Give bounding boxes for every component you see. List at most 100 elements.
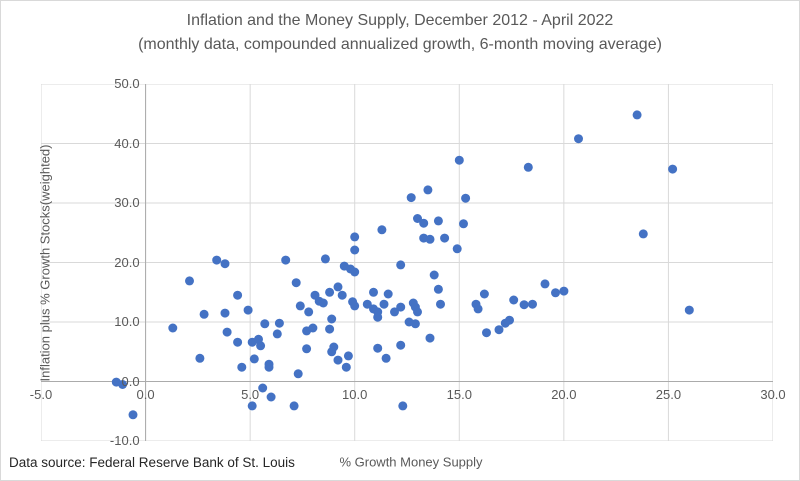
y-tick-label: 40.0 <box>114 135 140 151</box>
data-point <box>459 219 468 229</box>
data-point <box>291 278 301 288</box>
data-point <box>254 334 263 344</box>
data-point <box>551 288 560 298</box>
data-point <box>505 315 514 325</box>
data-point <box>429 270 439 280</box>
data-point <box>413 214 422 223</box>
data-point <box>406 193 416 203</box>
data-point <box>528 299 537 309</box>
data-point <box>509 295 519 305</box>
data-point <box>325 324 335 334</box>
y-tick-label: -10.0 <box>109 433 140 448</box>
data-point <box>377 225 387 235</box>
data-point <box>350 232 360 242</box>
data-point <box>452 244 462 254</box>
data-point <box>519 300 529 310</box>
data-point <box>308 323 318 333</box>
data-point <box>333 355 343 365</box>
data-point <box>168 323 178 333</box>
data-point <box>264 362 274 372</box>
data-source-note: Data source: Federal Reserve Bank of St.… <box>9 455 295 470</box>
data-point <box>373 343 383 353</box>
data-point <box>440 233 450 243</box>
data-point <box>454 155 464 165</box>
data-point <box>266 392 276 402</box>
x-tick-label: 10.0 <box>342 386 368 402</box>
data-point <box>343 351 353 361</box>
data-point <box>638 229 648 239</box>
data-point <box>329 342 339 352</box>
data-point <box>425 333 435 343</box>
data-point <box>233 337 243 347</box>
x-tick-label: 5.0 <box>241 386 260 402</box>
data-point <box>350 245 360 255</box>
data-point <box>559 286 569 296</box>
data-point <box>461 193 471 203</box>
data-point <box>128 410 138 420</box>
data-point <box>523 162 533 172</box>
x-tick-label: 30.0 <box>760 386 786 402</box>
y-tick-label: 20.0 <box>114 254 140 270</box>
data-point <box>425 234 435 244</box>
data-point <box>233 290 243 300</box>
data-point <box>295 301 305 311</box>
data-point <box>258 383 268 393</box>
data-point <box>433 284 443 294</box>
data-point <box>396 340 406 350</box>
data-point <box>199 309 209 319</box>
data-point <box>320 254 330 264</box>
scatter-plot-canvas <box>40 83 774 442</box>
data-point <box>684 305 694 315</box>
data-point <box>220 308 230 318</box>
data-point <box>540 279 550 289</box>
x-tick-label: 20.0 <box>551 386 577 402</box>
data-point <box>333 282 343 292</box>
data-point <box>494 325 504 335</box>
data-point <box>212 255 222 265</box>
data-point <box>281 255 291 265</box>
data-point <box>272 329 282 339</box>
y-tick-label: 0.0 <box>121 373 140 389</box>
data-point <box>383 289 393 299</box>
data-point <box>341 362 351 372</box>
chart-subtitle: (monthly data, compounded annualized gro… <box>138 36 662 53</box>
data-point <box>574 134 583 144</box>
data-point <box>668 164 678 174</box>
data-point <box>433 216 443 226</box>
data-point <box>247 401 257 411</box>
data-point <box>318 298 328 308</box>
data-point <box>195 353 205 363</box>
data-point <box>396 260 406 270</box>
y-tick-label: 50.0 <box>114 76 140 91</box>
x-tick-label: 0.0 <box>136 386 155 402</box>
data-point <box>293 369 303 379</box>
data-point <box>350 267 360 277</box>
chart-title-block: Inflation and the Money Supply, December… <box>1 9 799 57</box>
x-tick-label: 15.0 <box>446 386 472 402</box>
data-point <box>362 299 372 309</box>
data-point <box>249 354 259 364</box>
x-tick-label: -5.0 <box>29 386 53 402</box>
data-point <box>220 259 230 269</box>
data-point <box>381 353 391 363</box>
data-point <box>396 302 406 312</box>
data-point <box>327 314 337 324</box>
data-point <box>390 307 399 317</box>
data-point <box>337 290 347 300</box>
data-point <box>632 110 642 120</box>
data-point <box>325 287 335 297</box>
data-point <box>419 218 429 228</box>
x-tick-label: 25.0 <box>655 386 682 402</box>
data-point <box>243 305 253 315</box>
x-axis-title: % Growth Money Supply <box>339 454 483 470</box>
data-point <box>302 344 312 354</box>
chart-title: Inflation and the Money Supply, December… <box>186 12 614 29</box>
data-point <box>436 299 445 309</box>
y-tick-label: 30.0 <box>114 195 140 210</box>
data-point <box>118 380 128 389</box>
data-point <box>479 289 489 299</box>
data-point <box>369 287 378 297</box>
data-point <box>222 327 232 337</box>
data-point <box>413 307 422 317</box>
data-point <box>398 401 408 411</box>
